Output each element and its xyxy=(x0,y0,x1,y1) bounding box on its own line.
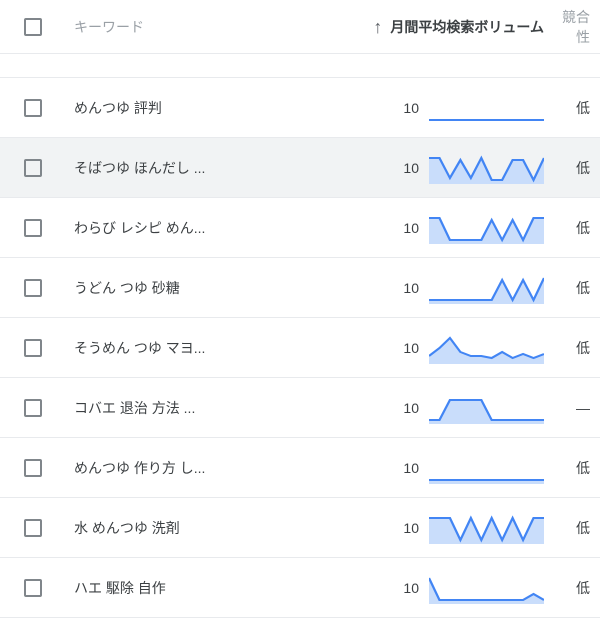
keyword-cell: ハエ 駆除 自作 xyxy=(74,578,314,598)
sort-ascending-icon: ↑ xyxy=(373,18,382,36)
volume-cell: 10 xyxy=(314,452,544,484)
sparkline-chart xyxy=(429,92,544,124)
row-checkbox[interactable] xyxy=(24,399,42,417)
table-row[interactable]: めんつゆ 作り方 し... 10 低 xyxy=(0,438,600,498)
row-checkbox[interactable] xyxy=(24,159,42,177)
volume-number: 10 xyxy=(399,100,419,116)
table-row[interactable]: めんつゆ 評判 10 低 xyxy=(0,78,600,138)
volume-cell: 10 xyxy=(314,392,544,424)
volume-cell: 10 xyxy=(314,572,544,604)
competition-cell: 低 xyxy=(544,218,590,238)
column-header-competition[interactable]: 競合性 xyxy=(544,7,590,47)
keyword-cell: うどん つゆ 砂糖 xyxy=(74,278,314,298)
keyword-cell: めんつゆ 作り方 し... xyxy=(74,458,314,478)
keyword-cell: そばつゆ ほんだし ... xyxy=(74,158,314,178)
competition-cell: 低 xyxy=(544,98,590,118)
competition-cell: 低 xyxy=(544,158,590,178)
volume-number: 10 xyxy=(399,160,419,176)
column-header-keyword[interactable]: キーワード xyxy=(74,17,314,37)
sparkline-chart xyxy=(429,332,544,364)
row-checkbox[interactable] xyxy=(24,279,42,297)
volume-number: 10 xyxy=(399,460,419,476)
row-checkbox[interactable] xyxy=(24,219,42,237)
volume-cell: 10 xyxy=(314,152,544,184)
table-row[interactable]: ハエ 駆除 自作 10 低 xyxy=(0,558,600,618)
spacer-row xyxy=(0,54,600,78)
sparkline-chart xyxy=(429,272,544,304)
volume-cell: 10 xyxy=(314,512,544,544)
volume-cell: 10 xyxy=(314,272,544,304)
table-header: キーワード ↑ 月間平均検索ボリューム 競合性 xyxy=(0,0,600,54)
competition-cell: 低 xyxy=(544,578,590,598)
keyword-cell: わらび レシピ めん... xyxy=(74,218,314,238)
table-row[interactable]: 水 めんつゆ 洗剤 10 低 xyxy=(0,498,600,558)
sparkline-chart xyxy=(429,212,544,244)
competition-cell: 低 xyxy=(544,278,590,298)
competition-cell: 低 xyxy=(544,338,590,358)
volume-cell: 10 xyxy=(314,92,544,124)
volume-number: 10 xyxy=(399,580,419,596)
volume-number: 10 xyxy=(399,340,419,356)
row-checkbox[interactable] xyxy=(24,519,42,537)
sparkline-chart xyxy=(429,512,544,544)
volume-number: 10 xyxy=(399,520,419,536)
column-header-volume[interactable]: ↑ 月間平均検索ボリューム xyxy=(314,17,544,37)
keyword-cell: めんつゆ 評判 xyxy=(74,98,314,118)
table-row[interactable]: わらび レシピ めん... 10 低 xyxy=(0,198,600,258)
volume-number: 10 xyxy=(399,280,419,296)
table-row[interactable]: そうめん つゆ マヨ... 10 低 xyxy=(0,318,600,378)
sparkline-chart xyxy=(429,572,544,604)
table-row[interactable]: うどん つゆ 砂糖 10 低 xyxy=(0,258,600,318)
row-checkbox[interactable] xyxy=(24,99,42,117)
volume-cell: 10 xyxy=(314,212,544,244)
row-checkbox[interactable] xyxy=(24,459,42,477)
keyword-cell: 水 めんつゆ 洗剤 xyxy=(74,518,314,538)
row-checkbox[interactable] xyxy=(24,579,42,597)
sparkline-chart xyxy=(429,452,544,484)
table-row[interactable]: コバエ 退治 方法 ... 10 — xyxy=(0,378,600,438)
competition-cell: — xyxy=(544,400,590,416)
sparkline-chart xyxy=(429,392,544,424)
volume-number: 10 xyxy=(399,220,419,236)
volume-number: 10 xyxy=(399,400,419,416)
select-all-checkbox[interactable] xyxy=(24,18,42,36)
competition-cell: 低 xyxy=(544,458,590,478)
keyword-cell: コバエ 退治 方法 ... xyxy=(74,398,314,418)
row-checkbox[interactable] xyxy=(24,339,42,357)
sparkline-chart xyxy=(429,152,544,184)
table-row[interactable]: そばつゆ ほんだし ... 10 低 xyxy=(0,138,600,198)
volume-cell: 10 xyxy=(314,332,544,364)
competition-cell: 低 xyxy=(544,518,590,538)
column-header-volume-label: 月間平均検索ボリューム xyxy=(390,17,544,37)
keyword-cell: そうめん つゆ マヨ... xyxy=(74,338,314,358)
